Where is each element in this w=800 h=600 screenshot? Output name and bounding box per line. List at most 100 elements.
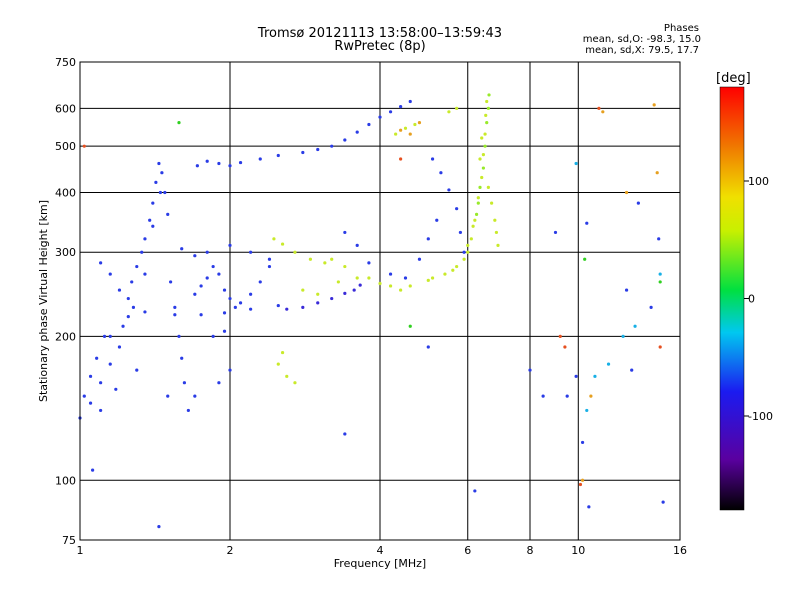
data-point <box>593 374 597 378</box>
data-point <box>222 288 227 292</box>
data-point <box>658 345 662 349</box>
data-point <box>173 313 177 317</box>
colorbar-label: [deg] <box>716 71 751 86</box>
data-point <box>483 144 487 148</box>
data-point <box>308 257 313 261</box>
data-point <box>316 147 320 152</box>
data-point <box>126 296 130 301</box>
data-point <box>601 110 605 114</box>
data-point <box>439 171 443 175</box>
data-point <box>222 329 227 333</box>
data-point <box>180 356 184 360</box>
colorbar-tick-label: 100 <box>748 175 769 188</box>
data-point <box>217 381 221 385</box>
y-tick-label: 750 <box>55 56 76 69</box>
data-point <box>143 237 147 241</box>
x-axis-label: Frequency [MHz] <box>334 557 426 570</box>
data-point <box>88 401 93 405</box>
grid-lines <box>80 62 680 540</box>
data-point <box>358 283 362 287</box>
data-point <box>352 288 356 292</box>
data-point <box>630 368 634 372</box>
x-tick-label: 1 <box>77 544 84 557</box>
data-point <box>177 121 181 125</box>
data-point <box>426 278 430 282</box>
data-point <box>228 368 232 372</box>
data-point <box>323 261 327 265</box>
data-point <box>466 250 470 254</box>
data-point <box>478 185 482 189</box>
data-point <box>655 171 659 175</box>
data-point <box>249 307 253 311</box>
data-point <box>458 230 463 235</box>
data-point <box>182 381 186 385</box>
data-point <box>462 257 466 261</box>
data-point <box>403 276 408 280</box>
data-point <box>394 132 398 136</box>
data-point <box>455 264 459 269</box>
data-point <box>140 250 144 254</box>
data-point <box>293 250 297 254</box>
data-point <box>117 345 122 349</box>
colorbar-tick-label: -100 <box>748 410 773 423</box>
data-point <box>131 305 136 309</box>
data-point <box>135 368 139 372</box>
data-point <box>169 280 173 284</box>
data-point <box>399 288 403 292</box>
data-point <box>267 257 272 261</box>
data-point <box>280 350 285 355</box>
data-point <box>88 374 93 378</box>
colorbar <box>719 86 745 511</box>
data-point <box>285 374 289 378</box>
data-point <box>578 482 583 487</box>
x-tick-labels: 1 2 4 6 8 10 16 <box>77 544 688 557</box>
data-point <box>316 301 320 305</box>
data-point <box>148 218 152 222</box>
data-point <box>143 310 147 314</box>
data-point <box>473 489 477 493</box>
data-point <box>211 334 215 338</box>
data-point <box>102 334 107 338</box>
colorbar-ticks: 100 0 -100 <box>744 175 773 423</box>
data-point <box>399 128 403 132</box>
data-point <box>426 237 430 241</box>
data-point <box>447 188 451 192</box>
data-point <box>587 505 591 509</box>
data-point <box>330 257 334 261</box>
y-tick-label: 75 <box>62 534 76 547</box>
data-point <box>649 305 653 309</box>
data-point <box>469 237 473 241</box>
data-point <box>388 272 393 276</box>
data-point <box>158 190 163 195</box>
stats-x-mode: mean, sd,X: 79.5, 17.7 <box>585 45 699 56</box>
data-point <box>455 106 459 110</box>
x-tick-label: 16 <box>673 544 687 557</box>
data-point <box>108 272 112 276</box>
data-point <box>481 153 485 157</box>
data-point <box>494 230 499 235</box>
data-point <box>91 468 95 472</box>
data-point <box>355 130 359 134</box>
data-point <box>160 171 164 175</box>
x-tick-label: 4 <box>377 544 384 557</box>
data-point <box>217 272 221 276</box>
data-point <box>451 268 455 272</box>
data-point <box>249 292 253 296</box>
data-point <box>367 122 371 127</box>
data-point <box>217 161 221 166</box>
y-tick-labels: 75 100 200 300 400 500 600 750 <box>55 56 76 547</box>
data-point <box>558 334 562 338</box>
data-point <box>417 121 422 125</box>
data-point <box>193 254 197 258</box>
data-point <box>636 201 640 205</box>
data-point <box>378 115 382 119</box>
data-point <box>99 261 103 265</box>
data-point <box>473 218 477 222</box>
data-point <box>388 110 393 114</box>
data-point <box>580 440 585 445</box>
data-point <box>430 276 435 280</box>
data-point <box>180 247 184 251</box>
data-point <box>378 281 382 286</box>
data-point <box>222 311 227 315</box>
data-point <box>399 157 403 161</box>
